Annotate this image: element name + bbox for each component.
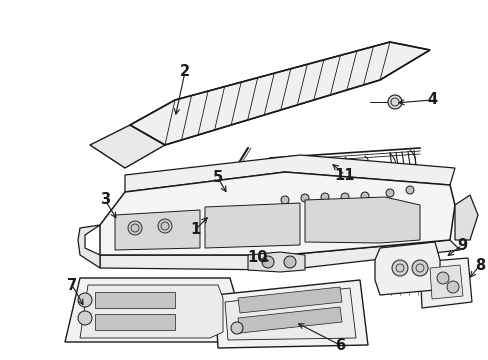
Polygon shape — [419, 258, 471, 308]
Circle shape — [301, 194, 308, 202]
Bar — [393, 172, 400, 180]
Circle shape — [340, 193, 348, 201]
Polygon shape — [215, 280, 367, 348]
Circle shape — [391, 260, 407, 276]
Polygon shape — [454, 195, 477, 240]
Text: 8: 8 — [474, 257, 484, 273]
Polygon shape — [95, 314, 175, 330]
Text: 5: 5 — [212, 171, 223, 185]
Text: 4: 4 — [426, 93, 436, 108]
Circle shape — [385, 189, 393, 197]
Polygon shape — [238, 287, 341, 313]
Circle shape — [111, 220, 125, 234]
Polygon shape — [305, 197, 419, 243]
Bar — [399, 172, 406, 180]
Text: 2: 2 — [180, 64, 190, 80]
Polygon shape — [238, 307, 341, 333]
Text: 11: 11 — [334, 167, 354, 183]
Text: 3: 3 — [100, 193, 110, 207]
Polygon shape — [100, 172, 454, 255]
Circle shape — [78, 293, 92, 307]
Circle shape — [230, 322, 243, 334]
Polygon shape — [65, 278, 235, 342]
Polygon shape — [95, 292, 175, 308]
Circle shape — [360, 192, 368, 200]
Circle shape — [262, 256, 273, 268]
Circle shape — [320, 193, 328, 201]
Circle shape — [284, 256, 295, 268]
Polygon shape — [247, 252, 305, 272]
Polygon shape — [115, 210, 200, 250]
Circle shape — [405, 186, 413, 194]
Text: 7: 7 — [67, 278, 77, 292]
Circle shape — [78, 311, 92, 325]
Circle shape — [436, 272, 448, 284]
Bar — [405, 171, 412, 180]
Circle shape — [446, 281, 458, 293]
Polygon shape — [100, 240, 459, 270]
Circle shape — [158, 219, 172, 233]
Circle shape — [281, 196, 288, 204]
Text: 10: 10 — [247, 251, 268, 266]
Polygon shape — [125, 155, 454, 192]
Circle shape — [387, 95, 401, 109]
Polygon shape — [204, 203, 299, 248]
Text: 1: 1 — [189, 222, 200, 238]
Polygon shape — [90, 125, 164, 168]
Polygon shape — [374, 242, 439, 295]
Polygon shape — [429, 265, 462, 299]
Text: 9: 9 — [456, 238, 466, 252]
Polygon shape — [224, 288, 355, 340]
Bar — [411, 171, 418, 179]
Polygon shape — [80, 285, 223, 338]
Bar — [387, 173, 394, 181]
Circle shape — [128, 221, 142, 235]
Circle shape — [411, 260, 427, 276]
Polygon shape — [130, 42, 429, 145]
Text: 6: 6 — [334, 338, 345, 352]
Polygon shape — [78, 225, 100, 268]
